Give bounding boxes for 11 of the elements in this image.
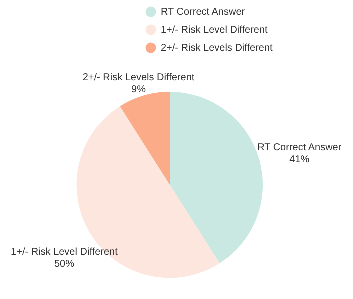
pie-slice xyxy=(120,92,170,185)
legend-label: 2+/- Risk Levels Different xyxy=(161,43,274,54)
slice-label: 1+/- Risk Level Different xyxy=(11,246,118,258)
slice-label: RT Correct Answer xyxy=(258,142,342,154)
pie-slice xyxy=(76,106,220,278)
data-label: 9% xyxy=(132,84,146,96)
slice-label: 2+/- Risk Levels Different xyxy=(82,72,195,84)
data-label: 41% xyxy=(290,154,310,166)
data-label: 50% xyxy=(54,258,75,270)
legend-label: RT Correct Answer xyxy=(161,7,246,18)
legend-label: 1+/- Risk Level Different xyxy=(161,25,268,36)
